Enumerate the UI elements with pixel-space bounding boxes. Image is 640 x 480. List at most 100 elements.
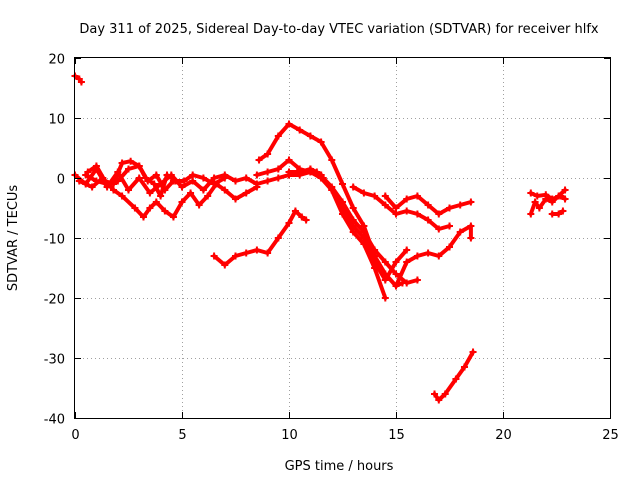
data-point: [360, 189, 368, 197]
series-arc-10: [210, 207, 310, 269]
y-tick-label: 20: [48, 53, 65, 68]
data-point: [285, 120, 293, 128]
data-point: [403, 195, 411, 203]
data-point: [232, 177, 239, 185]
data-point: [264, 177, 272, 185]
data-point: [135, 174, 143, 182]
data-point: [403, 279, 411, 287]
data-point: [392, 282, 400, 290]
data-point: [169, 213, 177, 221]
data-point: [161, 207, 169, 215]
data-point: [339, 198, 346, 206]
data-point: [101, 177, 109, 185]
data-point: [441, 390, 449, 398]
y-axis-label: SDTVAR / TECUs: [6, 185, 21, 292]
data-point: [392, 258, 400, 266]
data-point: [431, 390, 439, 398]
series-arc-5: [84, 157, 177, 194]
data-point: [178, 198, 186, 206]
data-point: [110, 180, 118, 188]
data-point: [161, 186, 169, 194]
data-point: [189, 171, 197, 179]
series-arc-12: [381, 192, 475, 218]
data-point: [381, 258, 389, 266]
data-point: [210, 180, 218, 188]
data-point: [467, 234, 475, 242]
series-line: [351, 185, 452, 231]
data-point: [527, 189, 535, 197]
data-point: [446, 222, 453, 230]
data-point: [242, 249, 250, 257]
plot-frame: [74, 57, 611, 419]
x-tick-label: 10: [281, 428, 298, 443]
data-point: [548, 210, 556, 218]
data-point: [199, 186, 207, 194]
data-point: [92, 177, 100, 185]
data-point: [381, 294, 389, 302]
data-point: [469, 348, 477, 356]
data-series: [71, 72, 569, 404]
data-point: [152, 171, 160, 179]
series-line: [257, 122, 405, 288]
data-point: [456, 201, 464, 209]
data-point: [452, 375, 460, 383]
data-point: [446, 204, 453, 212]
data-point: [274, 165, 282, 173]
x-tick-label: 25: [602, 428, 619, 443]
data-point: [285, 168, 293, 176]
y-axis: 20 10 0 -10 -20 -30 -40: [44, 53, 610, 428]
data-point: [221, 186, 229, 194]
data-point: [446, 243, 453, 251]
series-arc-6: [255, 120, 406, 290]
x-tick-label: 15: [388, 428, 405, 443]
data-point: [274, 132, 282, 140]
data-point: [313, 168, 321, 176]
data-point: [298, 213, 306, 221]
data-point: [435, 225, 443, 233]
data-point: [328, 156, 336, 164]
data-point: [349, 228, 357, 236]
data-point: [144, 177, 152, 185]
data-point: [531, 198, 539, 206]
data-point: [77, 78, 85, 86]
series-arc-8: [285, 165, 389, 302]
data-point: [403, 207, 411, 215]
data-point: [349, 216, 357, 224]
data-point: [146, 204, 154, 212]
series-arc-14: [431, 348, 477, 404]
data-point: [210, 174, 218, 182]
data-point: [199, 174, 207, 182]
data-point: [306, 132, 314, 140]
data-point: [242, 174, 250, 182]
data-point: [264, 249, 272, 257]
data-point: [371, 192, 379, 200]
data-point: [392, 270, 400, 278]
data-point: [467, 198, 475, 206]
series-arc-16: [527, 189, 569, 203]
data-point: [163, 171, 171, 179]
data-point: [424, 216, 432, 224]
data-point: [392, 204, 400, 212]
data-point: [317, 138, 325, 146]
data-point: [178, 183, 186, 191]
data-point: [557, 192, 565, 200]
data-point: [152, 198, 160, 206]
data-point: [360, 240, 368, 248]
data-point: [533, 192, 541, 200]
data-point: [232, 195, 239, 203]
x-tick-label: 20: [495, 428, 512, 443]
data-point: [110, 186, 118, 194]
data-point: [392, 210, 400, 218]
y-tick-label: 0: [57, 173, 65, 188]
data-point: [424, 201, 432, 209]
data-point: [339, 180, 346, 188]
data-point: [84, 168, 92, 176]
series-arc-17: [548, 207, 567, 218]
chart-title: Day 311 of 2025, Sidereal Day-to-day VTE…: [79, 22, 599, 37]
data-point: [146, 189, 154, 197]
data-point: [371, 246, 379, 254]
data-point: [339, 210, 346, 218]
data-point: [274, 234, 282, 242]
data-point: [306, 165, 314, 173]
data-point: [328, 183, 336, 191]
